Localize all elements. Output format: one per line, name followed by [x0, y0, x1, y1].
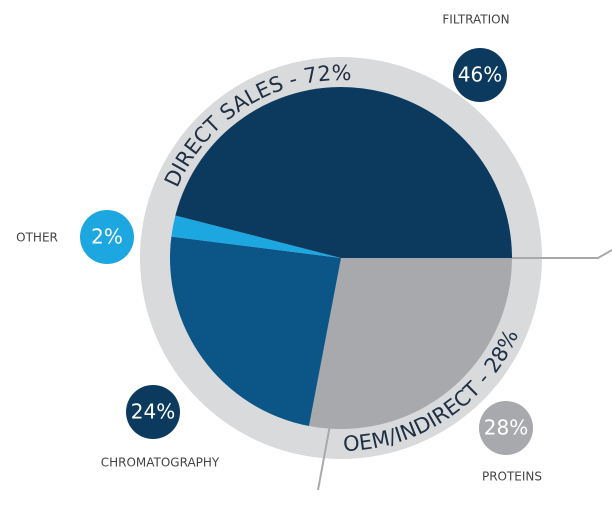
value-bubble: [453, 48, 507, 102]
leader-line: [512, 249, 612, 259]
value-bubble: [479, 401, 533, 455]
leader-line: [317, 424, 331, 491]
category-label: OTHER: [16, 231, 58, 245]
category-label: CHROMATOGRAPHY: [101, 456, 220, 470]
category-label: FILTRATION: [442, 13, 509, 27]
value-bubble: [80, 210, 134, 264]
pie-slice: [175, 87, 512, 258]
value-bubble: [126, 385, 180, 439]
value-label: 2%: [91, 225, 123, 249]
pie-slice: [308, 258, 512, 430]
value-label: 24%: [131, 400, 175, 424]
pie-slice: [171, 215, 341, 258]
value-label: 28%: [484, 416, 528, 440]
category-label: PROTEINS: [482, 470, 542, 484]
value-label: 46%: [458, 63, 502, 87]
pie-slice: [170, 236, 341, 426]
